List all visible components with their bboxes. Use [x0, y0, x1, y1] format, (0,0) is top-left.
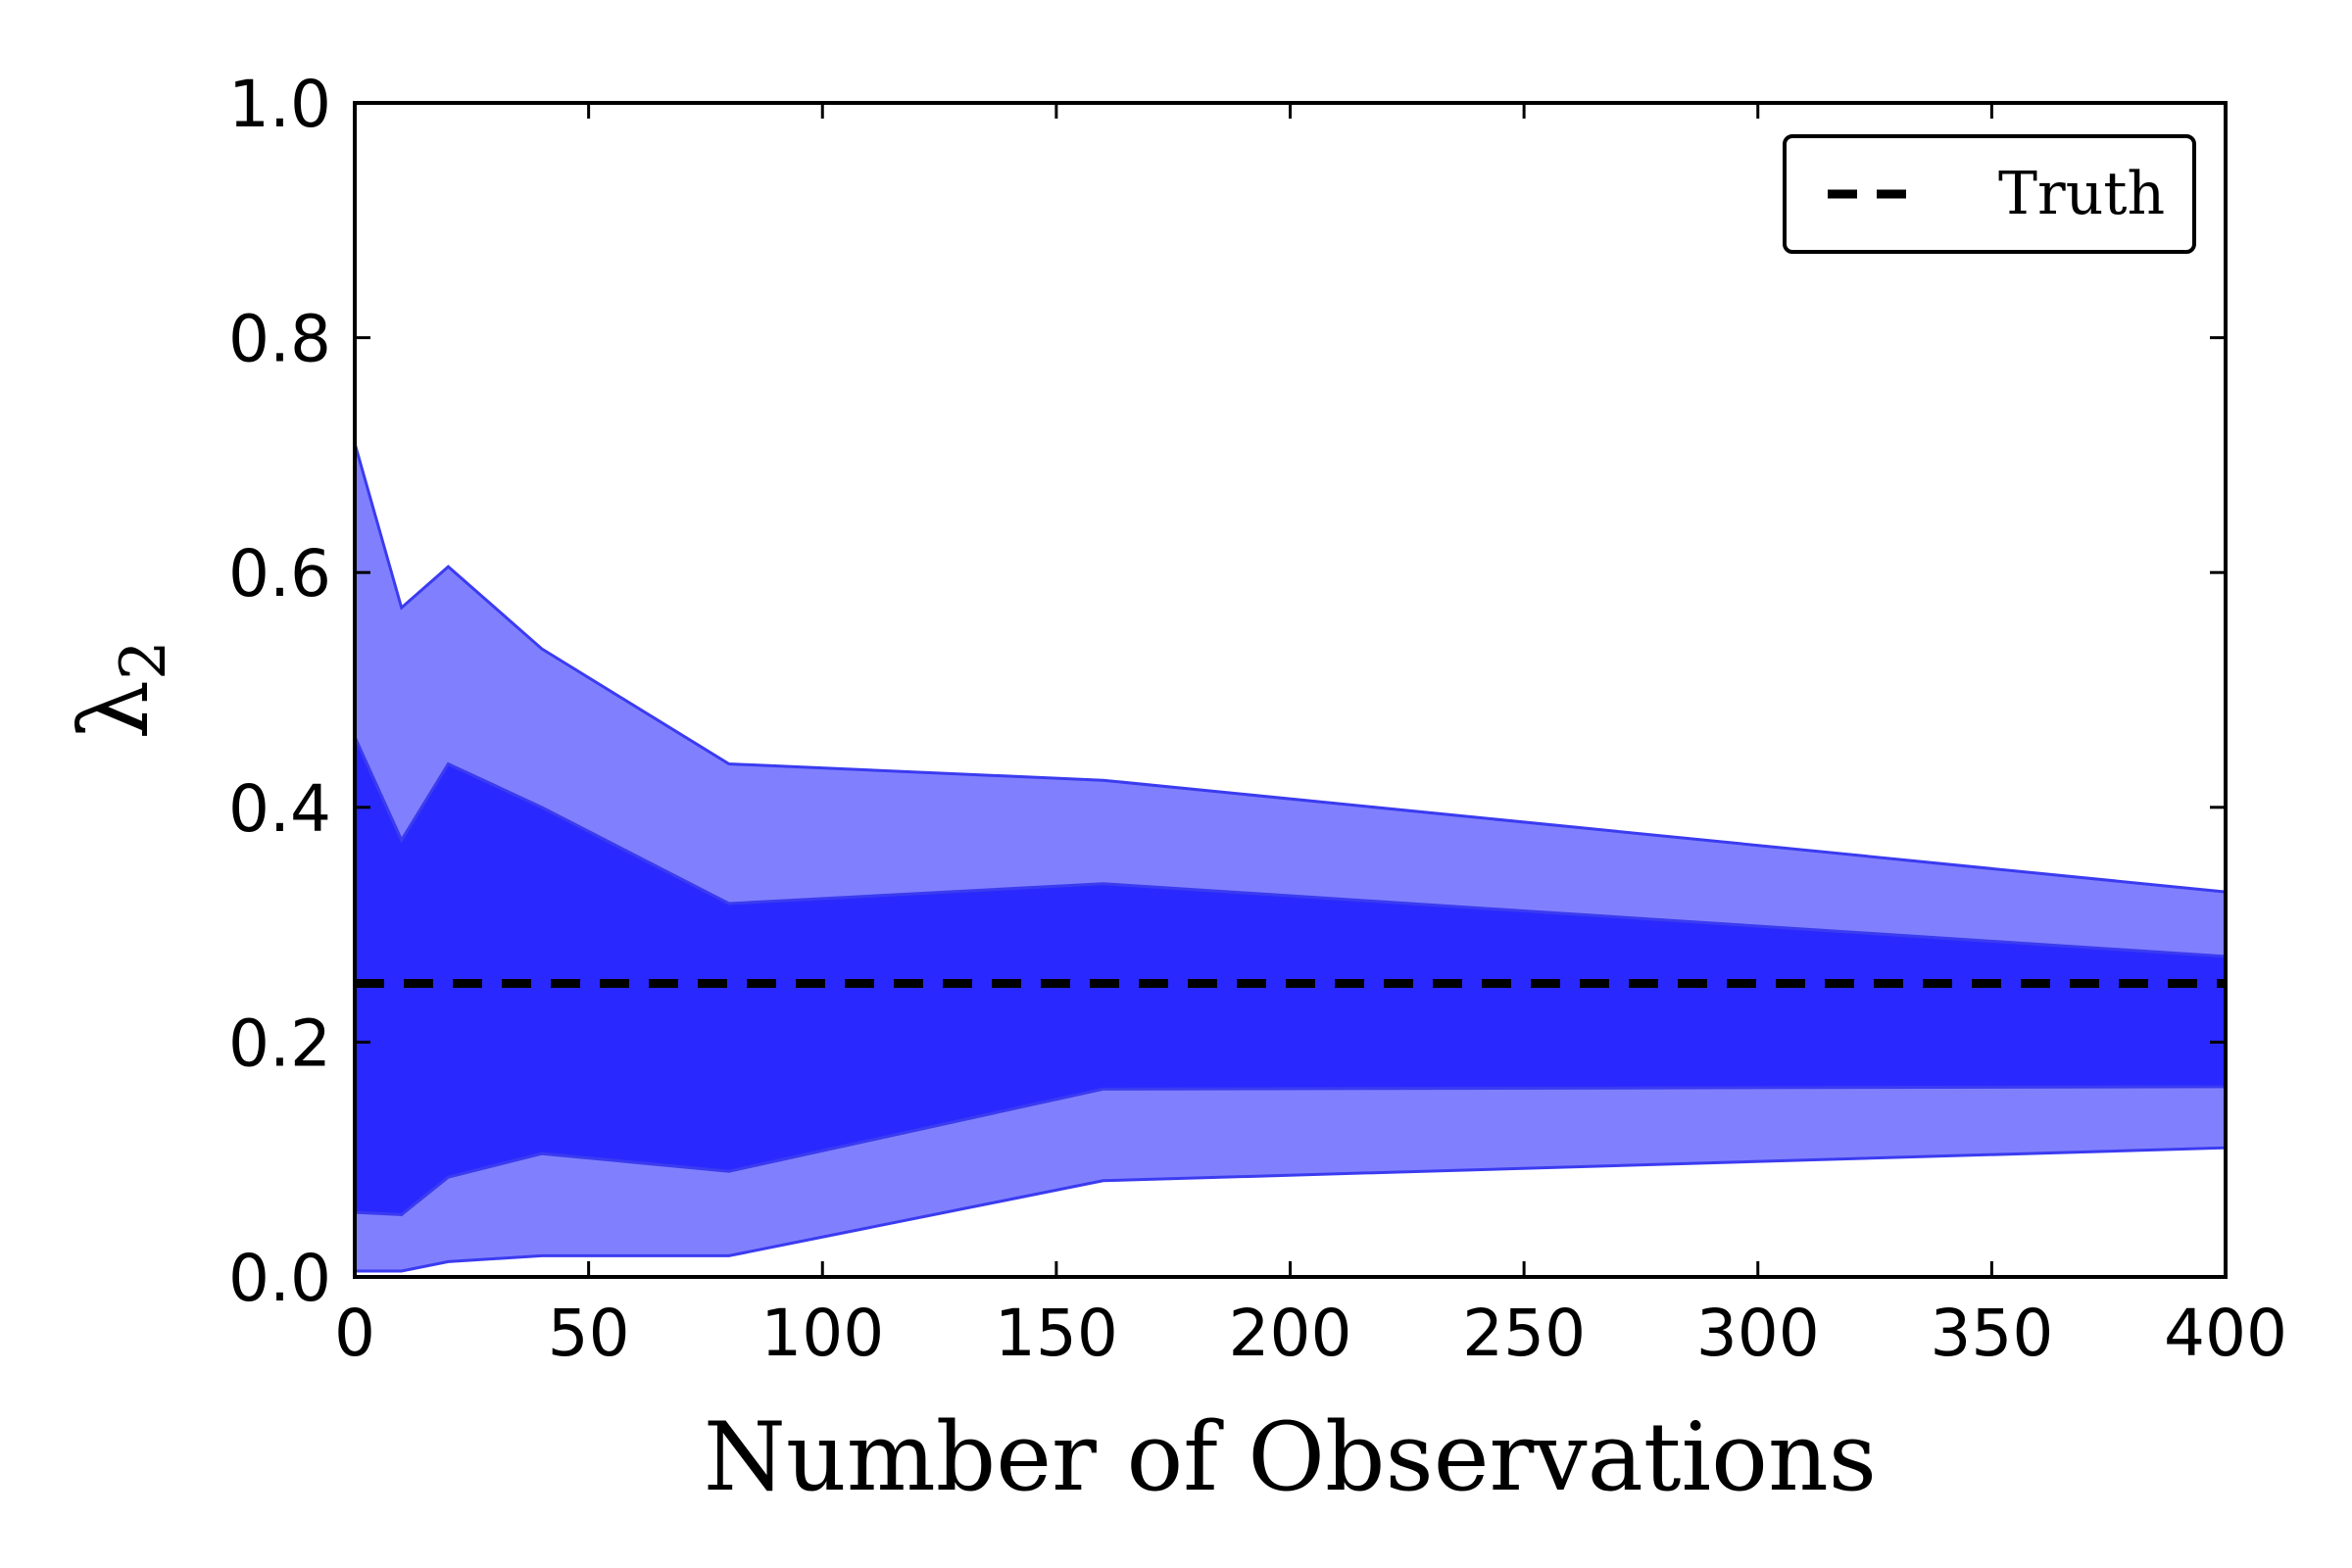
y-tick-label: 1.0	[228, 67, 331, 142]
x-tick-label: 200	[1229, 1296, 1352, 1371]
y-axis-label: λ2	[60, 640, 180, 740]
legend-box	[1783, 134, 2196, 254]
y-tick-label: 0.0	[228, 1241, 331, 1316]
y-axis-label-subscript: 2	[108, 640, 180, 680]
x-tick-label: 350	[1930, 1296, 2053, 1371]
y-tick-label: 0.8	[228, 302, 331, 377]
y-axis-label-symbol: λ	[60, 680, 170, 740]
x-tick-label: 400	[2164, 1296, 2287, 1371]
y-tick-label: 0.2	[228, 1005, 331, 1081]
x-tick-label: 250	[1462, 1296, 1586, 1371]
x-axis-label: Number of Observations	[704, 1402, 1877, 1512]
axis-ticks: 0 50 100 150 200 250 300 350 400 0.0 0.2 0.4 0.6 0.8 1…	[228, 67, 2287, 1371]
x-tick-label: 50	[548, 1296, 630, 1371]
x-tick-label: 150	[995, 1296, 1118, 1371]
y-tick-label: 0.4	[228, 771, 331, 847]
x-tick-label: 100	[760, 1296, 884, 1371]
y-tick-label: 0.6	[228, 536, 331, 612]
x-tick-label: 0	[334, 1296, 375, 1371]
x-tick-label: 300	[1696, 1296, 1820, 1371]
legend-truth-label: Truth	[1998, 160, 2165, 228]
legend: Truth	[1783, 134, 2196, 254]
